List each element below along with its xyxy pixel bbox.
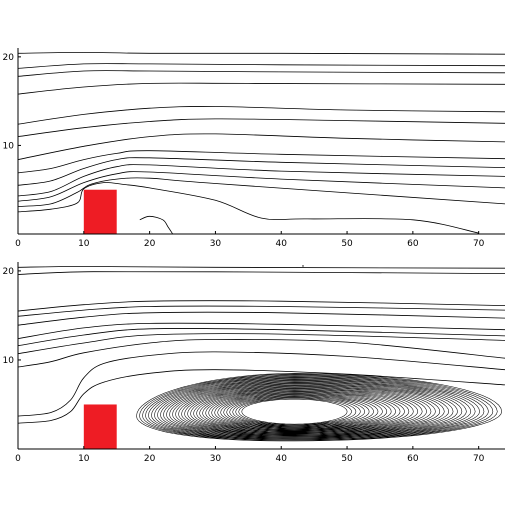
eddy-loop xyxy=(181,384,436,434)
streamline xyxy=(17,157,506,186)
x-tick-label: 20 xyxy=(144,239,156,249)
eddy-loop xyxy=(145,375,489,440)
eddy-loop xyxy=(151,376,480,439)
x-tick-label: 70 xyxy=(473,454,485,464)
stray-dot xyxy=(302,265,304,267)
x-tick-label: 20 xyxy=(144,454,156,464)
x-tick-label: 10 xyxy=(78,454,90,464)
eddy-loop xyxy=(217,392,383,429)
eddy-loop xyxy=(241,398,348,425)
streamline xyxy=(17,351,506,417)
x-tick-label: 70 xyxy=(473,239,485,249)
eddy-loop xyxy=(154,377,476,439)
x-tick-label: 30 xyxy=(210,239,222,249)
streamline xyxy=(17,63,506,69)
streamline xyxy=(17,150,506,174)
streamline xyxy=(17,70,506,77)
x-tick-label: 0 xyxy=(15,239,21,249)
eddy-loop xyxy=(136,373,502,442)
x-tick-label: 30 xyxy=(210,454,222,464)
eddy-loop xyxy=(166,380,458,437)
eddy-loop xyxy=(187,385,427,434)
eddy-loop xyxy=(175,382,445,435)
eddy-loop xyxy=(139,373,498,441)
eddy-loop xyxy=(220,393,379,428)
streamline xyxy=(17,322,506,339)
y-tick-label: 10 xyxy=(3,141,15,151)
streamline xyxy=(17,118,506,137)
eddy-loop xyxy=(238,398,352,425)
streamline xyxy=(17,266,506,269)
streamline xyxy=(17,51,506,55)
eddy-loop xyxy=(160,378,467,438)
eddy-loop xyxy=(142,374,494,441)
eddy-loop xyxy=(169,381,454,436)
y-tick-label: 10 xyxy=(3,356,15,366)
streamline xyxy=(17,305,506,317)
streamline xyxy=(17,338,506,368)
eddy-loop xyxy=(211,391,392,430)
x-tick-label: 60 xyxy=(407,239,419,249)
eddy-loop xyxy=(229,395,365,427)
streamline xyxy=(17,271,506,275)
streamline xyxy=(17,327,506,347)
eddy-loop xyxy=(157,378,472,438)
eddy-loop xyxy=(193,387,419,433)
streamline xyxy=(139,215,174,235)
x-tick-label: 10 xyxy=(78,239,90,249)
eddy-loop xyxy=(199,388,410,432)
eddy-loop xyxy=(148,376,485,440)
eddy-loop xyxy=(232,396,361,426)
eddy-loop xyxy=(172,381,449,436)
eddy-loop xyxy=(196,387,414,432)
x-tick-label: 40 xyxy=(276,239,288,249)
eddy-loop xyxy=(163,379,463,437)
streamline xyxy=(17,182,479,234)
x-tick-label: 50 xyxy=(341,454,353,464)
eddy-loop xyxy=(202,389,405,431)
x-tick-label: 50 xyxy=(341,239,353,249)
streamline xyxy=(17,300,506,312)
eddy-loop xyxy=(208,390,396,430)
streamline xyxy=(17,177,506,207)
streamline xyxy=(17,133,506,160)
y-tick-label: 20 xyxy=(3,53,15,63)
top-streamline-panel: 0 10 20 30 40 50 60 70 10 20 xyxy=(3,48,506,249)
eddy-loop xyxy=(214,392,388,429)
x-tick-label: 60 xyxy=(407,454,419,464)
eddy-loop xyxy=(226,395,370,427)
eddy-loop xyxy=(184,384,432,434)
obstacle-block xyxy=(83,189,117,234)
streamline xyxy=(17,82,506,95)
obstacle-block xyxy=(83,404,117,449)
x-tick-label: 0 xyxy=(15,454,21,464)
streamline xyxy=(17,106,506,125)
eddy-loop xyxy=(205,390,401,431)
eddy-loop xyxy=(178,383,441,435)
y-tick-label: 20 xyxy=(3,267,15,277)
streamline xyxy=(17,164,506,197)
streamline xyxy=(17,171,506,202)
eddy-loop xyxy=(190,386,423,433)
streamline xyxy=(17,369,506,424)
eddy-loop xyxy=(235,397,357,426)
eddy-loop xyxy=(223,394,374,428)
x-tick-label: 40 xyxy=(276,454,288,464)
bottom-streamline-panel: 0 10 20 30 40 50 60 70 10 20 xyxy=(3,262,506,464)
streamline xyxy=(17,333,506,355)
streamline xyxy=(17,311,506,326)
